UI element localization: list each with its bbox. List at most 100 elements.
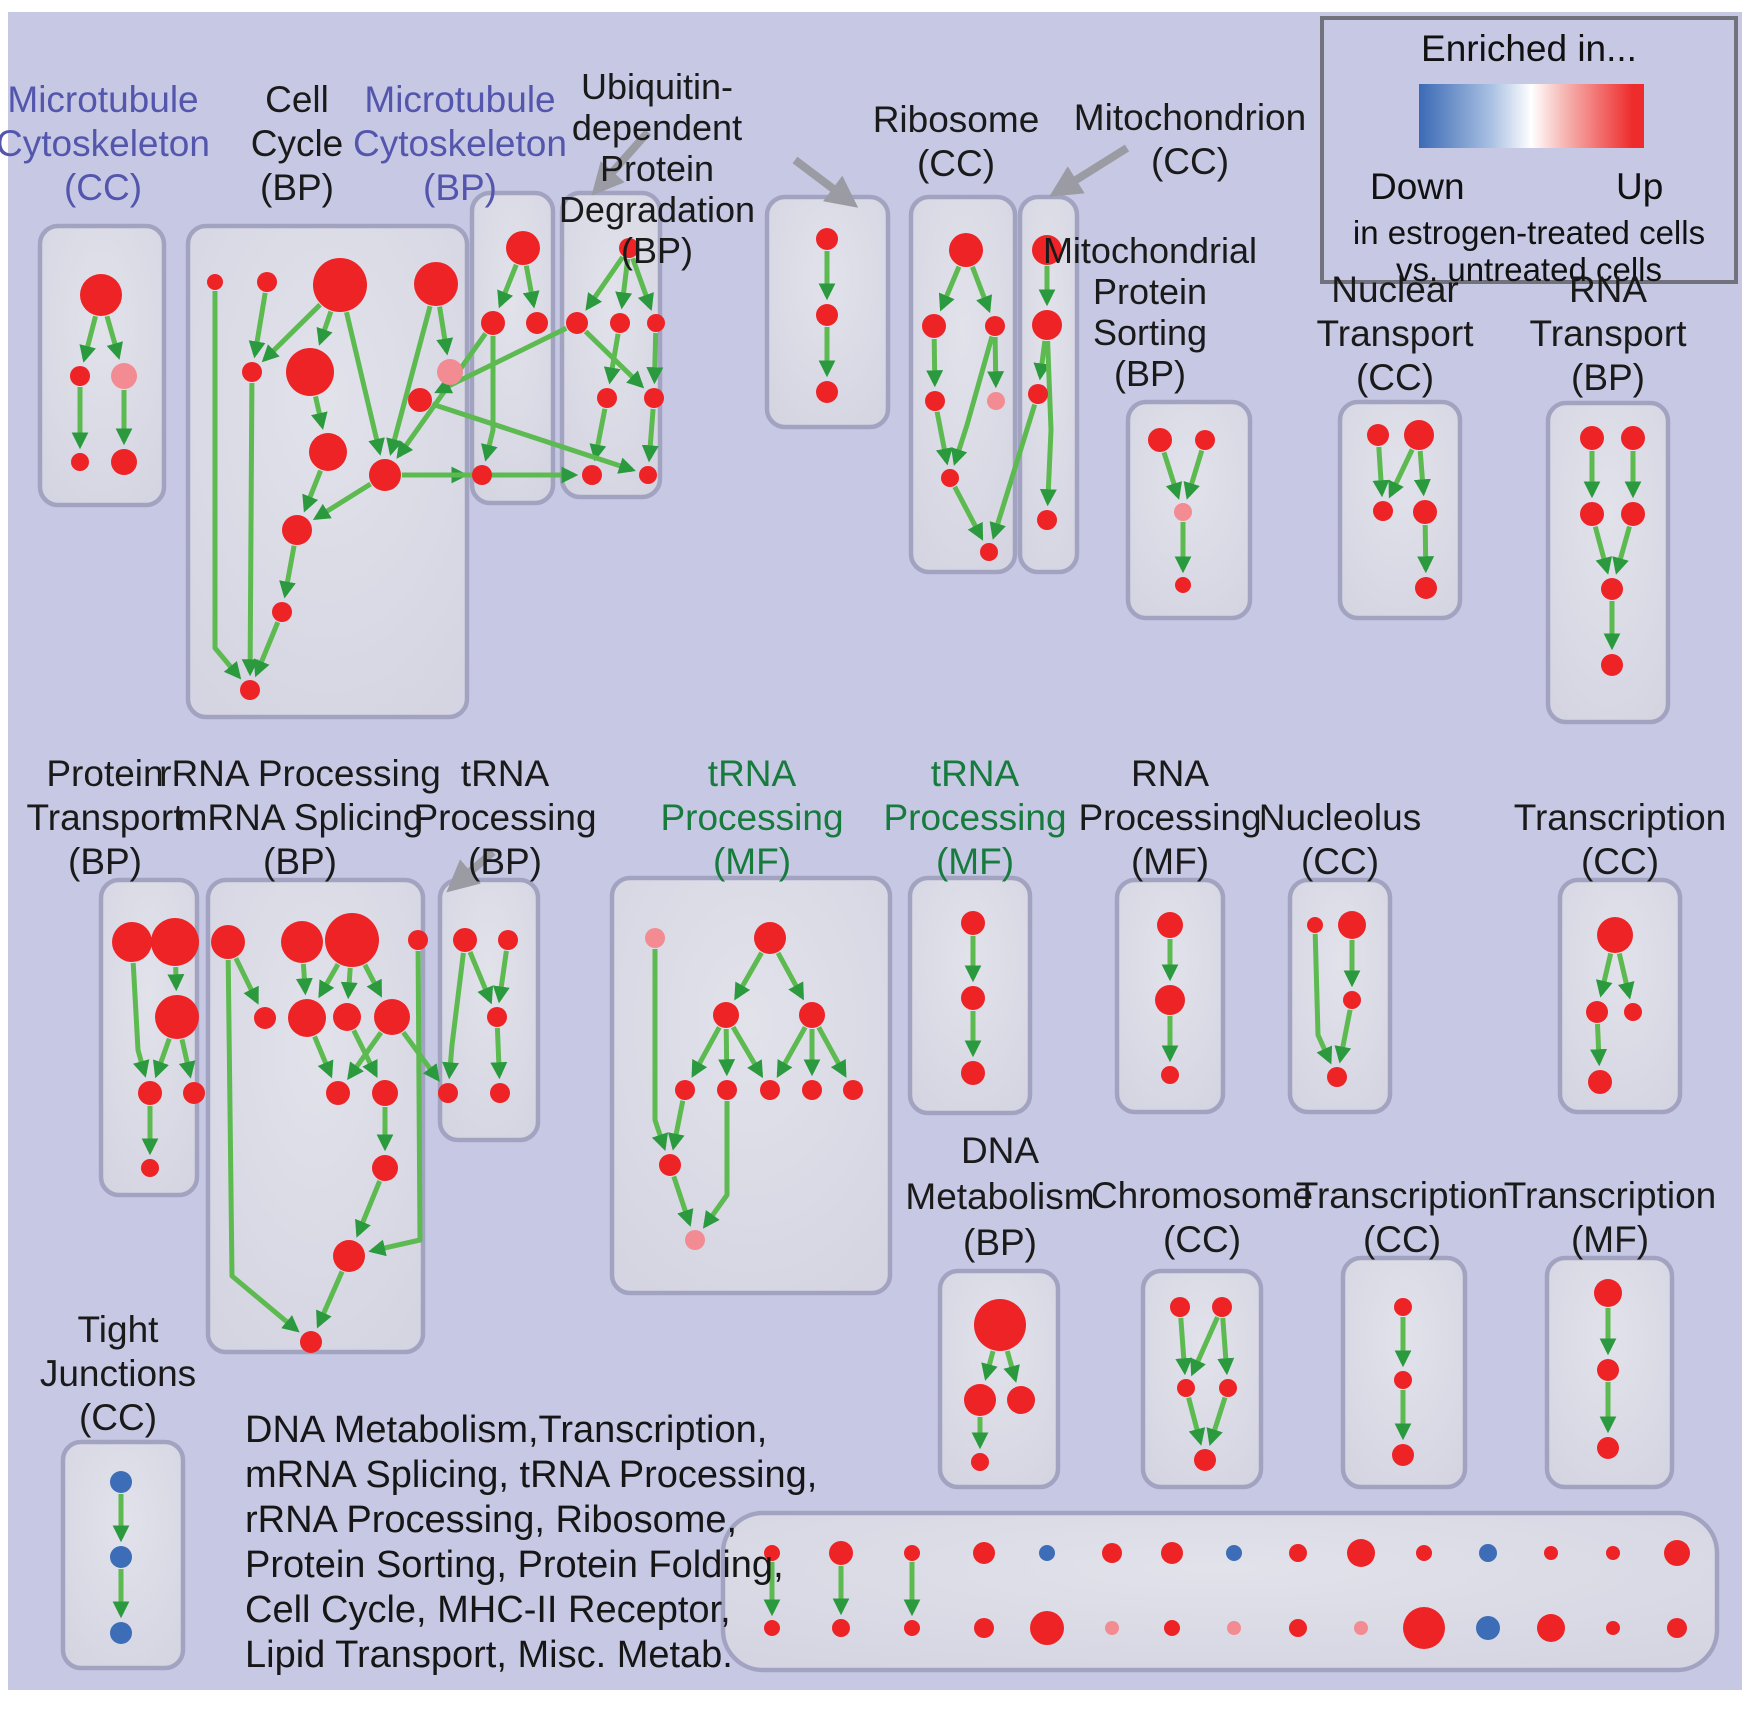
edge-cell_cycle <box>344 311 385 456</box>
edge-chromosome <box>1175 1317 1193 1376</box>
edge-protein_transport <box>167 966 185 992</box>
node-nucleolus <box>1343 991 1361 1009</box>
group-box-mt_cc <box>37 223 167 508</box>
edge-mt_bp <box>497 263 519 309</box>
node-cell_cycle <box>369 459 401 491</box>
node-nuclear_transport <box>1367 424 1389 446</box>
edge-ubiq2 <box>585 255 625 311</box>
node-trna_mf_big <box>717 1080 737 1100</box>
node-nucleolus <box>1327 1067 1347 1087</box>
edge-ribosome <box>952 485 984 541</box>
node-mito_sorting <box>1148 428 1172 452</box>
edge-nucleolus <box>1312 933 1333 1065</box>
node-transcription_mf <box>1597 1437 1619 1459</box>
edge-trna_mf_big <box>776 1025 808 1079</box>
edge-trna_mf_big <box>651 949 669 1152</box>
node-mt_cc <box>70 366 90 386</box>
edge-nuclear_transport <box>1372 446 1390 498</box>
edge-ribosome <box>926 338 944 388</box>
node-ubiq_small <box>816 304 838 326</box>
node-trna_mf_big <box>802 1080 822 1100</box>
group-box-nuclear_transport <box>1337 399 1463 621</box>
edge-ubiq2 <box>589 408 608 462</box>
node-mitochondrion <box>1032 235 1062 265</box>
node-mt_cc <box>111 449 137 475</box>
node-dna_metab <box>974 1299 1026 1351</box>
node-ubiq_small <box>816 381 838 403</box>
edge-nucleolus <box>1334 1009 1353 1064</box>
node-ubiq2 <box>647 314 665 332</box>
edge-trna_mf_big <box>734 951 764 1001</box>
node-chromosome <box>1177 1379 1195 1397</box>
node-chromosome <box>1212 1297 1232 1317</box>
edge-cell_cycle <box>253 621 281 678</box>
edge-rrna <box>316 1270 345 1329</box>
node-trna_mf_big <box>760 1080 780 1100</box>
edge-rrna <box>233 957 259 1005</box>
edge-nuclear_transport <box>1413 450 1431 497</box>
edge-rrna <box>295 963 313 996</box>
node-bottom-strip <box>1347 1539 1375 1567</box>
node-nucleolus <box>1338 911 1366 939</box>
node-rna_transport <box>1580 502 1604 526</box>
node-trna_mf_small <box>961 911 985 935</box>
node-bottom-strip <box>1544 1546 1558 1560</box>
edge-dna_metab <box>981 1350 998 1381</box>
node-nuclear_transport <box>1373 501 1393 521</box>
node-trna_mf_big <box>754 922 786 954</box>
node-bottom-strip <box>764 1545 780 1561</box>
node-rna_transport <box>1580 426 1604 450</box>
node-cell_cycle <box>272 602 292 622</box>
edge-chromosome <box>1190 1316 1220 1377</box>
node-bottom-strip <box>1030 1611 1064 1645</box>
node-chromosome <box>1194 1449 1216 1471</box>
node-rrna <box>333 1240 365 1272</box>
edge-ubiq2 <box>603 333 621 385</box>
node-trna_mf_big <box>713 1002 739 1028</box>
node-mito_sorting <box>1195 430 1215 450</box>
edge-mt_cc <box>79 315 98 363</box>
edge-ribosome <box>934 411 953 466</box>
edge-rrna <box>225 959 300 1333</box>
group-box-dna_metab <box>937 1268 1061 1490</box>
edge-mitochondrion <box>1033 340 1051 381</box>
edge-mt_cc <box>104 315 123 360</box>
edge-protein_transport <box>130 962 150 1078</box>
edge-mt_bp <box>522 265 540 309</box>
node-trna_bp <box>453 928 477 952</box>
node-cell_cycle <box>257 272 277 292</box>
node-cell_cycle <box>313 258 367 312</box>
node-mt_bp <box>526 312 548 334</box>
node-bottom-strip <box>1226 1545 1242 1561</box>
node-chromosome <box>1170 1297 1190 1317</box>
node-ribosome <box>922 314 946 338</box>
node-ribosome <box>941 469 959 487</box>
edge-mito_sorting <box>1183 449 1205 500</box>
edge-nuclear_transport <box>1417 524 1435 574</box>
edge-ubiq2 <box>630 257 654 311</box>
edge-cell_cycle <box>261 302 322 363</box>
node-mitochondrion <box>1028 384 1048 404</box>
label-pointer-arrow <box>792 156 859 208</box>
edge-protein_transport <box>152 1037 172 1079</box>
node-transcription_mf <box>1597 1359 1619 1381</box>
node-rrna <box>374 999 410 1035</box>
edge-ubiq2 <box>646 332 664 385</box>
edge-ribosome <box>987 336 1005 389</box>
edge-trna_mf_big <box>691 1026 722 1078</box>
node-cell_cycle <box>286 348 334 396</box>
node-ubiq2 <box>597 388 617 408</box>
node-rrna <box>211 925 245 959</box>
node-mito_sorting <box>1174 503 1192 521</box>
edge-rrna <box>312 1035 334 1079</box>
group-box-bottom-strip <box>720 1510 1720 1673</box>
node-bottom-strip <box>974 1618 994 1638</box>
edge-mt_bp <box>481 336 498 462</box>
node-protein_transport <box>138 1081 162 1105</box>
edge-rrna <box>368 950 423 1257</box>
node-transcription_cc_mid <box>1597 917 1633 953</box>
node-rna_transport <box>1621 502 1645 526</box>
node-mt_cc <box>71 453 89 471</box>
